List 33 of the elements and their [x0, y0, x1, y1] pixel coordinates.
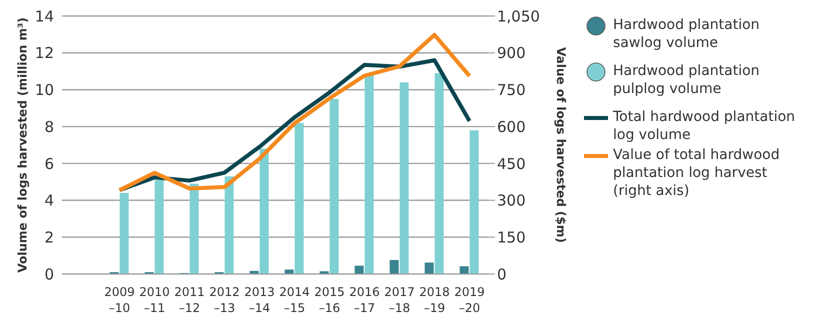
- y-tick-label: 0: [44, 265, 54, 284]
- y-tick-label: 6: [44, 154, 54, 173]
- y-tick-label: 12: [34, 44, 54, 62]
- legend-label: Value of total hardwood plantation log harvest (right axis): [613, 146, 781, 200]
- y2-tick-label: 600: [497, 118, 526, 136]
- y-tick-label: 14: [34, 7, 54, 26]
- y-tick-label: 4: [44, 192, 54, 210]
- x-tick-label: 2009–10: [104, 285, 135, 315]
- x-tick-label: 2018–19: [419, 285, 450, 315]
- x-tick-label: 2012–13: [209, 285, 240, 315]
- y2-axis-title: Value of logs harvested ($m): [554, 47, 568, 243]
- y2-tick-label: 1,050: [497, 7, 540, 26]
- y-axis-title: Volume of logs harvested (million m³): [15, 17, 30, 273]
- legend-label: Hardwood plantation sawlog volume: [613, 16, 761, 52]
- y2-tick-label: 900: [497, 44, 526, 62]
- legend-label: Hardwood plantation pulplog volume: [613, 62, 761, 98]
- x-tick-label: 2015–16: [314, 285, 345, 315]
- y-tick-label: 10: [34, 81, 54, 100]
- x-tick-label: 2011–12: [174, 285, 205, 315]
- x-tick-label: 2013–14: [244, 285, 275, 315]
- x-tick-label: 2016–17: [349, 285, 380, 315]
- y2-tick-label: 300: [497, 192, 526, 210]
- y2-tick-label: 150: [497, 228, 526, 246]
- x-tick-label: 2019–20: [454, 285, 485, 315]
- legend-label: Total hardwood plantation log volume: [613, 108, 796, 144]
- y-tick-label: 2: [44, 228, 54, 246]
- y2-tick-label: 0: [497, 265, 507, 284]
- y2-tick-label: 750: [497, 81, 526, 100]
- x-tick-label: 2014–15: [279, 285, 310, 315]
- y2-tick-label: 450: [497, 154, 526, 173]
- y-tick-label: 8: [44, 118, 54, 136]
- x-tick-label: 2010–11: [139, 285, 170, 315]
- x-tick-label: 2017–18: [384, 285, 415, 315]
